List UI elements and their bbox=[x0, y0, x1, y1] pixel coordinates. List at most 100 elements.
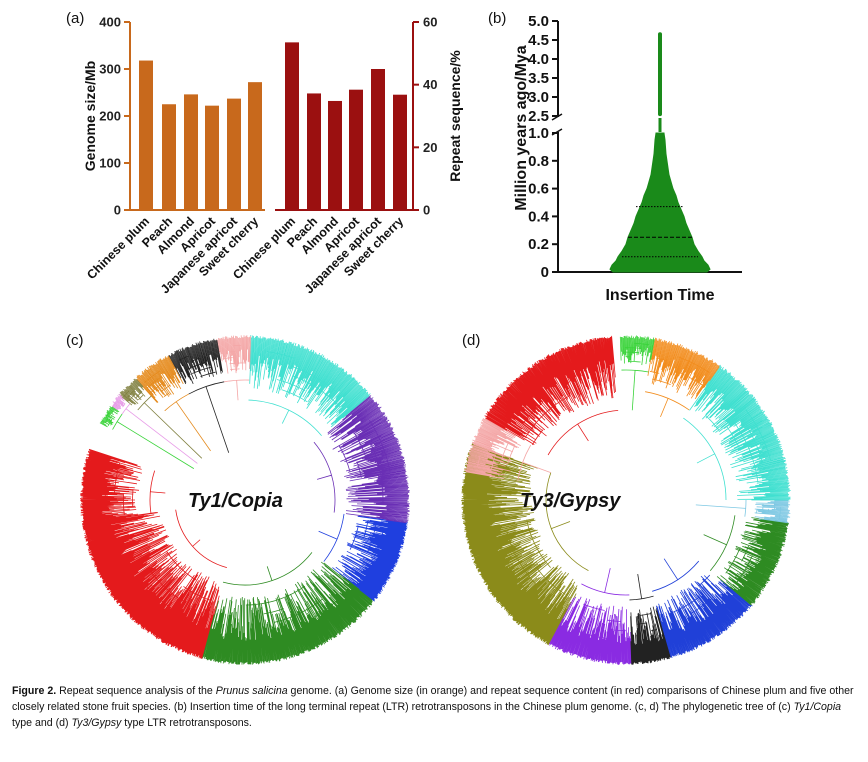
caption-label: Figure 2. bbox=[12, 685, 57, 697]
tree-stem bbox=[637, 574, 643, 599]
tree-clade bbox=[629, 574, 672, 665]
bar-repeat-sequence bbox=[349, 89, 363, 210]
bar-chart-genome-repeat: 0 100 200 300 400 0 20 40 60 Genome size/Mb Repeat… bbox=[82, 15, 463, 297]
caption-copia: Ty1/Copia bbox=[793, 701, 842, 713]
bar-genome-size bbox=[139, 60, 153, 210]
y-tick-label: 0.4 bbox=[528, 208, 550, 225]
y-tick-label: 0 bbox=[541, 264, 549, 281]
tree-clade bbox=[645, 337, 720, 418]
bar-genome-size bbox=[248, 82, 262, 210]
left-axis-title: Genome size/Mb bbox=[82, 61, 98, 171]
tree-stem bbox=[695, 504, 746, 509]
left-axis-tick-label: 100 bbox=[99, 156, 121, 171]
caption-text-4: type LTR retrotransposons. bbox=[121, 717, 252, 729]
tree-clade bbox=[619, 335, 655, 411]
tree-branch-arc bbox=[338, 445, 351, 473]
tree-branch-arc bbox=[160, 384, 171, 393]
violin-chart-insertion-time: 0 0.2 0.4 0.6 0.8 1.02.5 3.0 3.5 4.0 4.5 5.0 Millio… bbox=[513, 13, 742, 304]
tree-stem bbox=[551, 521, 571, 530]
tree-clade bbox=[464, 418, 551, 481]
tree-title-copia: Ty1/Copia bbox=[188, 490, 283, 512]
tree-branch-arc bbox=[683, 417, 727, 501]
tree-branch-arc bbox=[137, 395, 152, 411]
y-tick-label: 0.6 bbox=[528, 181, 549, 198]
tree-clade bbox=[202, 552, 375, 665]
tree-leaves bbox=[619, 335, 655, 366]
y-tick-label: 2.5 bbox=[528, 108, 549, 125]
figure-caption: Figure 2. Repeat sequence analysis of th… bbox=[12, 683, 857, 731]
tree-branch-arc bbox=[138, 394, 144, 401]
bar-repeat-sequence bbox=[371, 69, 385, 210]
right-axis-tick-label: 60 bbox=[423, 15, 437, 30]
tree-branch-arc bbox=[313, 441, 336, 513]
tree-stem bbox=[175, 401, 211, 452]
tree-clade bbox=[695, 499, 791, 524]
tree-branch-arc bbox=[651, 378, 671, 385]
tree-branch-arc bbox=[164, 393, 189, 412]
tree-leaves bbox=[202, 561, 375, 665]
bar-repeat-sequence bbox=[307, 93, 321, 210]
bar-genome-size bbox=[227, 98, 241, 210]
tree-branch-arc bbox=[349, 526, 359, 550]
y-tick-label: 5.0 bbox=[528, 13, 549, 30]
tree-branch-arc bbox=[222, 357, 233, 360]
tree-stem bbox=[663, 558, 679, 580]
bar-genome-size bbox=[205, 105, 219, 210]
tree-stem bbox=[205, 386, 230, 453]
tree-branch-arc bbox=[263, 608, 284, 615]
bar-repeat-sequence bbox=[393, 94, 407, 210]
tree-stem bbox=[577, 423, 589, 442]
tree-branch-arc bbox=[112, 413, 123, 430]
tree-clade bbox=[99, 406, 195, 469]
tree-stem bbox=[150, 491, 166, 494]
tree-stem bbox=[660, 398, 669, 418]
tree-branch-arc bbox=[200, 371, 216, 377]
tree-branch-arc bbox=[230, 368, 240, 370]
tree-branch-arc bbox=[149, 470, 156, 514]
tree-stem bbox=[703, 534, 727, 546]
right-axis-tick-label: 0 bbox=[423, 203, 430, 218]
tree-leaves bbox=[464, 418, 521, 479]
tree-leaves bbox=[655, 575, 753, 659]
tree-clade bbox=[216, 335, 252, 401]
panel-label-b: (b) bbox=[488, 10, 507, 27]
panel-label-a: (a) bbox=[66, 10, 85, 27]
tree-stem bbox=[522, 462, 551, 474]
left-axis-tick-label: 300 bbox=[99, 62, 121, 77]
tree-stem bbox=[144, 402, 203, 459]
tree-leaves bbox=[82, 512, 220, 660]
tree-stem bbox=[604, 568, 611, 593]
tree-branch-arc bbox=[175, 509, 227, 569]
tree-leaves bbox=[327, 395, 410, 524]
tree-leaves bbox=[754, 499, 791, 524]
tree-clade bbox=[167, 338, 230, 453]
phylogenetic-tree-copia bbox=[79, 335, 410, 665]
caption-species: Prunus salicina bbox=[215, 685, 288, 697]
bar-genome-size bbox=[162, 104, 176, 210]
tree-branch-arc bbox=[501, 441, 510, 460]
tree-clade bbox=[136, 355, 211, 452]
y-tick-label: 3.0 bbox=[528, 89, 549, 106]
tree-leaves bbox=[79, 448, 143, 524]
tree-stem bbox=[316, 474, 332, 480]
tree-clade bbox=[703, 515, 789, 606]
left-axis-tick-label: 0 bbox=[114, 203, 121, 218]
tree-clade bbox=[683, 364, 791, 501]
tree-stem bbox=[631, 370, 636, 411]
y-tick-label: 1.0 bbox=[528, 125, 549, 142]
category-label-genome: Chinese plum bbox=[84, 214, 152, 282]
tree-leaves bbox=[136, 355, 184, 403]
tree-clade bbox=[79, 448, 166, 524]
tree-branch-arc bbox=[163, 392, 170, 398]
tree-branch-arc bbox=[531, 429, 544, 446]
tree-branch-arc bbox=[121, 403, 131, 415]
left-axis-tick-label: 200 bbox=[99, 109, 121, 124]
phylogenetic-tree-gypsy bbox=[460, 335, 791, 665]
caption-gypsy: Ty3/Gypsy bbox=[71, 717, 122, 729]
tree-leaves bbox=[332, 515, 408, 602]
tree-branch-arc bbox=[245, 585, 306, 606]
tree-leaves bbox=[118, 378, 146, 406]
tree-stem bbox=[281, 409, 290, 424]
tree-branch-arc bbox=[583, 603, 605, 611]
tree-clade bbox=[82, 509, 227, 660]
